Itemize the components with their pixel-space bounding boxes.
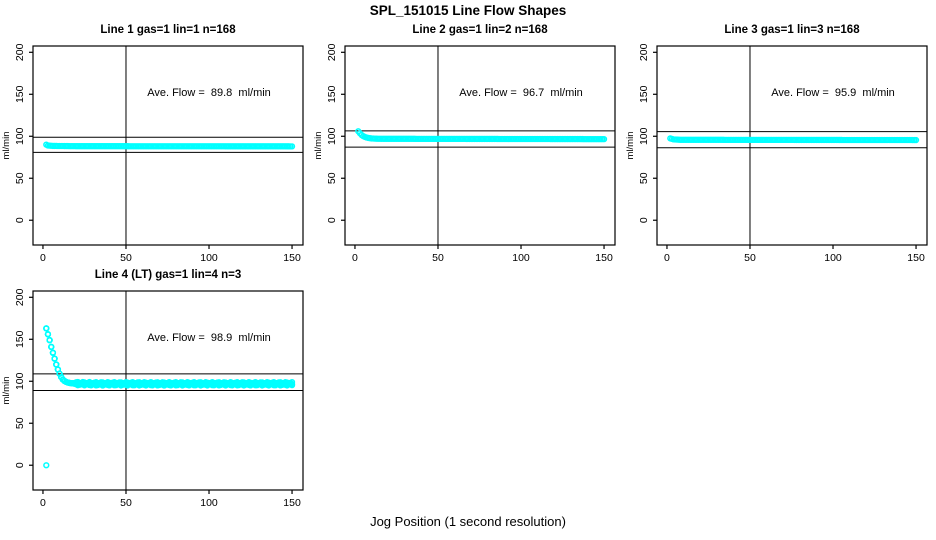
data-points (43, 141, 296, 150)
flow-outlier-point (43, 462, 50, 469)
x-tick-label: 150 (595, 252, 613, 264)
data-points (355, 128, 608, 143)
ave-flow-annotation: Ave. Flow = 98.9 ml/min (147, 332, 271, 344)
x-axis-label: Jog Position (1 second resolution) (370, 514, 566, 529)
x-tick-label: 100 (200, 497, 218, 509)
x-tick-label: 50 (120, 252, 132, 264)
x-tick-label: 150 (907, 252, 925, 264)
plot-border (32, 45, 304, 246)
ave-flow-annotation: Ave. Flow = 89.8 ml/min (147, 87, 271, 99)
flow-point (48, 343, 55, 350)
flow-point (53, 361, 60, 368)
axes: 0 50 100 150 0 50 100 150 200 (638, 43, 928, 264)
y-tick-label: 150 (638, 85, 650, 103)
y-tick-label: 150 (326, 85, 338, 103)
subplot-3-title: Line 3 gas=1 lin=3 n=168 (724, 24, 860, 36)
axes: 0 50 100 150 0 50 100 150 200 (326, 43, 616, 264)
x-tick-label: 150 (283, 252, 301, 264)
y-tick-label: 100 (14, 372, 26, 390)
y-tick-label: 0 (326, 217, 338, 223)
y-tick-label: 100 (14, 127, 26, 145)
y-tick-label: 100 (638, 127, 650, 145)
y-tick-label: 100 (326, 127, 338, 145)
flow-point (43, 325, 50, 332)
plot-border (344, 45, 616, 246)
y-tick-label: 200 (14, 43, 26, 61)
x-tick-label: 0 (664, 252, 670, 264)
subplot-2-title: Line 2 gas=1 lin=2 n=168 (412, 24, 548, 36)
y-tick-label: 50 (14, 417, 26, 429)
subplot-line-3: Line 3 gas=1 lin=3 n=168 0 50 100 150 0 50 100… (624, 20, 936, 265)
flow-point (288, 378, 296, 386)
x-tick-label: 100 (824, 252, 842, 264)
x-tick-label: 50 (120, 497, 132, 509)
y-axis-label: ml/min (1, 132, 12, 160)
x-tick-label: 100 (200, 252, 218, 264)
plot-border (32, 290, 304, 491)
y-tick-label: 200 (14, 288, 26, 306)
x-tick-label: 0 (40, 252, 46, 264)
y-tick-label: 150 (14, 330, 26, 348)
y-axis-label: ml/min (313, 132, 324, 160)
y-tick-label: 50 (326, 172, 338, 184)
y-tick-label: 50 (14, 172, 26, 184)
figure-title: SPL_151015 Line Flow Shapes (369, 3, 567, 18)
subplot-line-2: Line 2 gas=1 lin=2 n=168 0 50 100 150 0 50 100… (312, 20, 624, 265)
flow-point (600, 135, 608, 143)
flow-point (44, 331, 52, 338)
plot-canvas-line-2: 0 50 100 150 0 50 100 150 200 ml/min Ave. Flow = 9… (313, 43, 616, 264)
plot-canvas-line-1: 0 50 100 150 0 50 100 150 200 ml/min Ave. Flow = 8… (1, 43, 304, 264)
x-tick-label: 100 (512, 252, 530, 264)
y-axis-label: ml/min (1, 377, 12, 405)
flow-point (46, 336, 53, 344)
y-tick-label: 200 (326, 43, 338, 61)
subplot-line-1: Line 1 gas=1 lin=1 n=168 0 50 100 150 0 50 100… (0, 20, 312, 265)
plot-canvas-line-3: 0 50 100 150 0 50 100 150 200 ml/min Ave. Flow = 9… (625, 43, 928, 264)
ave-flow-annotation: Ave. Flow = 95.9 ml/min (771, 87, 895, 99)
plot-border (656, 45, 928, 246)
subplot-line-4: Line 4 (LT) gas=1 lin=4 n=3 0 50 100 150 0 50… (0, 265, 312, 510)
y-tick-label: 0 (14, 462, 26, 468)
x-tick-label: 0 (40, 497, 46, 509)
x-tick-label: 50 (744, 252, 756, 264)
y-axis-label: ml/min (625, 132, 636, 160)
data-points (43, 325, 296, 469)
subplot-4-title: Line 4 (LT) gas=1 lin=4 n=3 (94, 269, 242, 281)
y-tick-label: 0 (14, 217, 26, 223)
flow-point (51, 355, 58, 362)
y-tick-label: 50 (638, 172, 650, 184)
axes: 0 50 100 150 0 50 100 150 200 (14, 43, 304, 264)
y-tick-label: 0 (638, 217, 650, 223)
flow-point (288, 143, 296, 150)
plot-canvas-line-4: 0 50 100 150 0 50 100 150 200 ml/min Ave. Flow = 9… (1, 288, 304, 509)
flow-point (912, 136, 920, 144)
x-tick-label: 50 (432, 252, 444, 264)
data-points (667, 135, 920, 144)
axes: 0 50 100 150 0 50 100 150 200 (14, 288, 304, 509)
x-tick-label: 0 (352, 252, 358, 264)
y-tick-label: 200 (638, 43, 650, 61)
x-tick-label: 150 (283, 497, 301, 509)
subplot-1-title: Line 1 gas=1 lin=1 n=168 (100, 24, 236, 36)
ave-flow-annotation: Ave. Flow = 96.7 ml/min (459, 87, 583, 99)
y-tick-label: 150 (14, 85, 26, 103)
flow-point (49, 349, 57, 356)
